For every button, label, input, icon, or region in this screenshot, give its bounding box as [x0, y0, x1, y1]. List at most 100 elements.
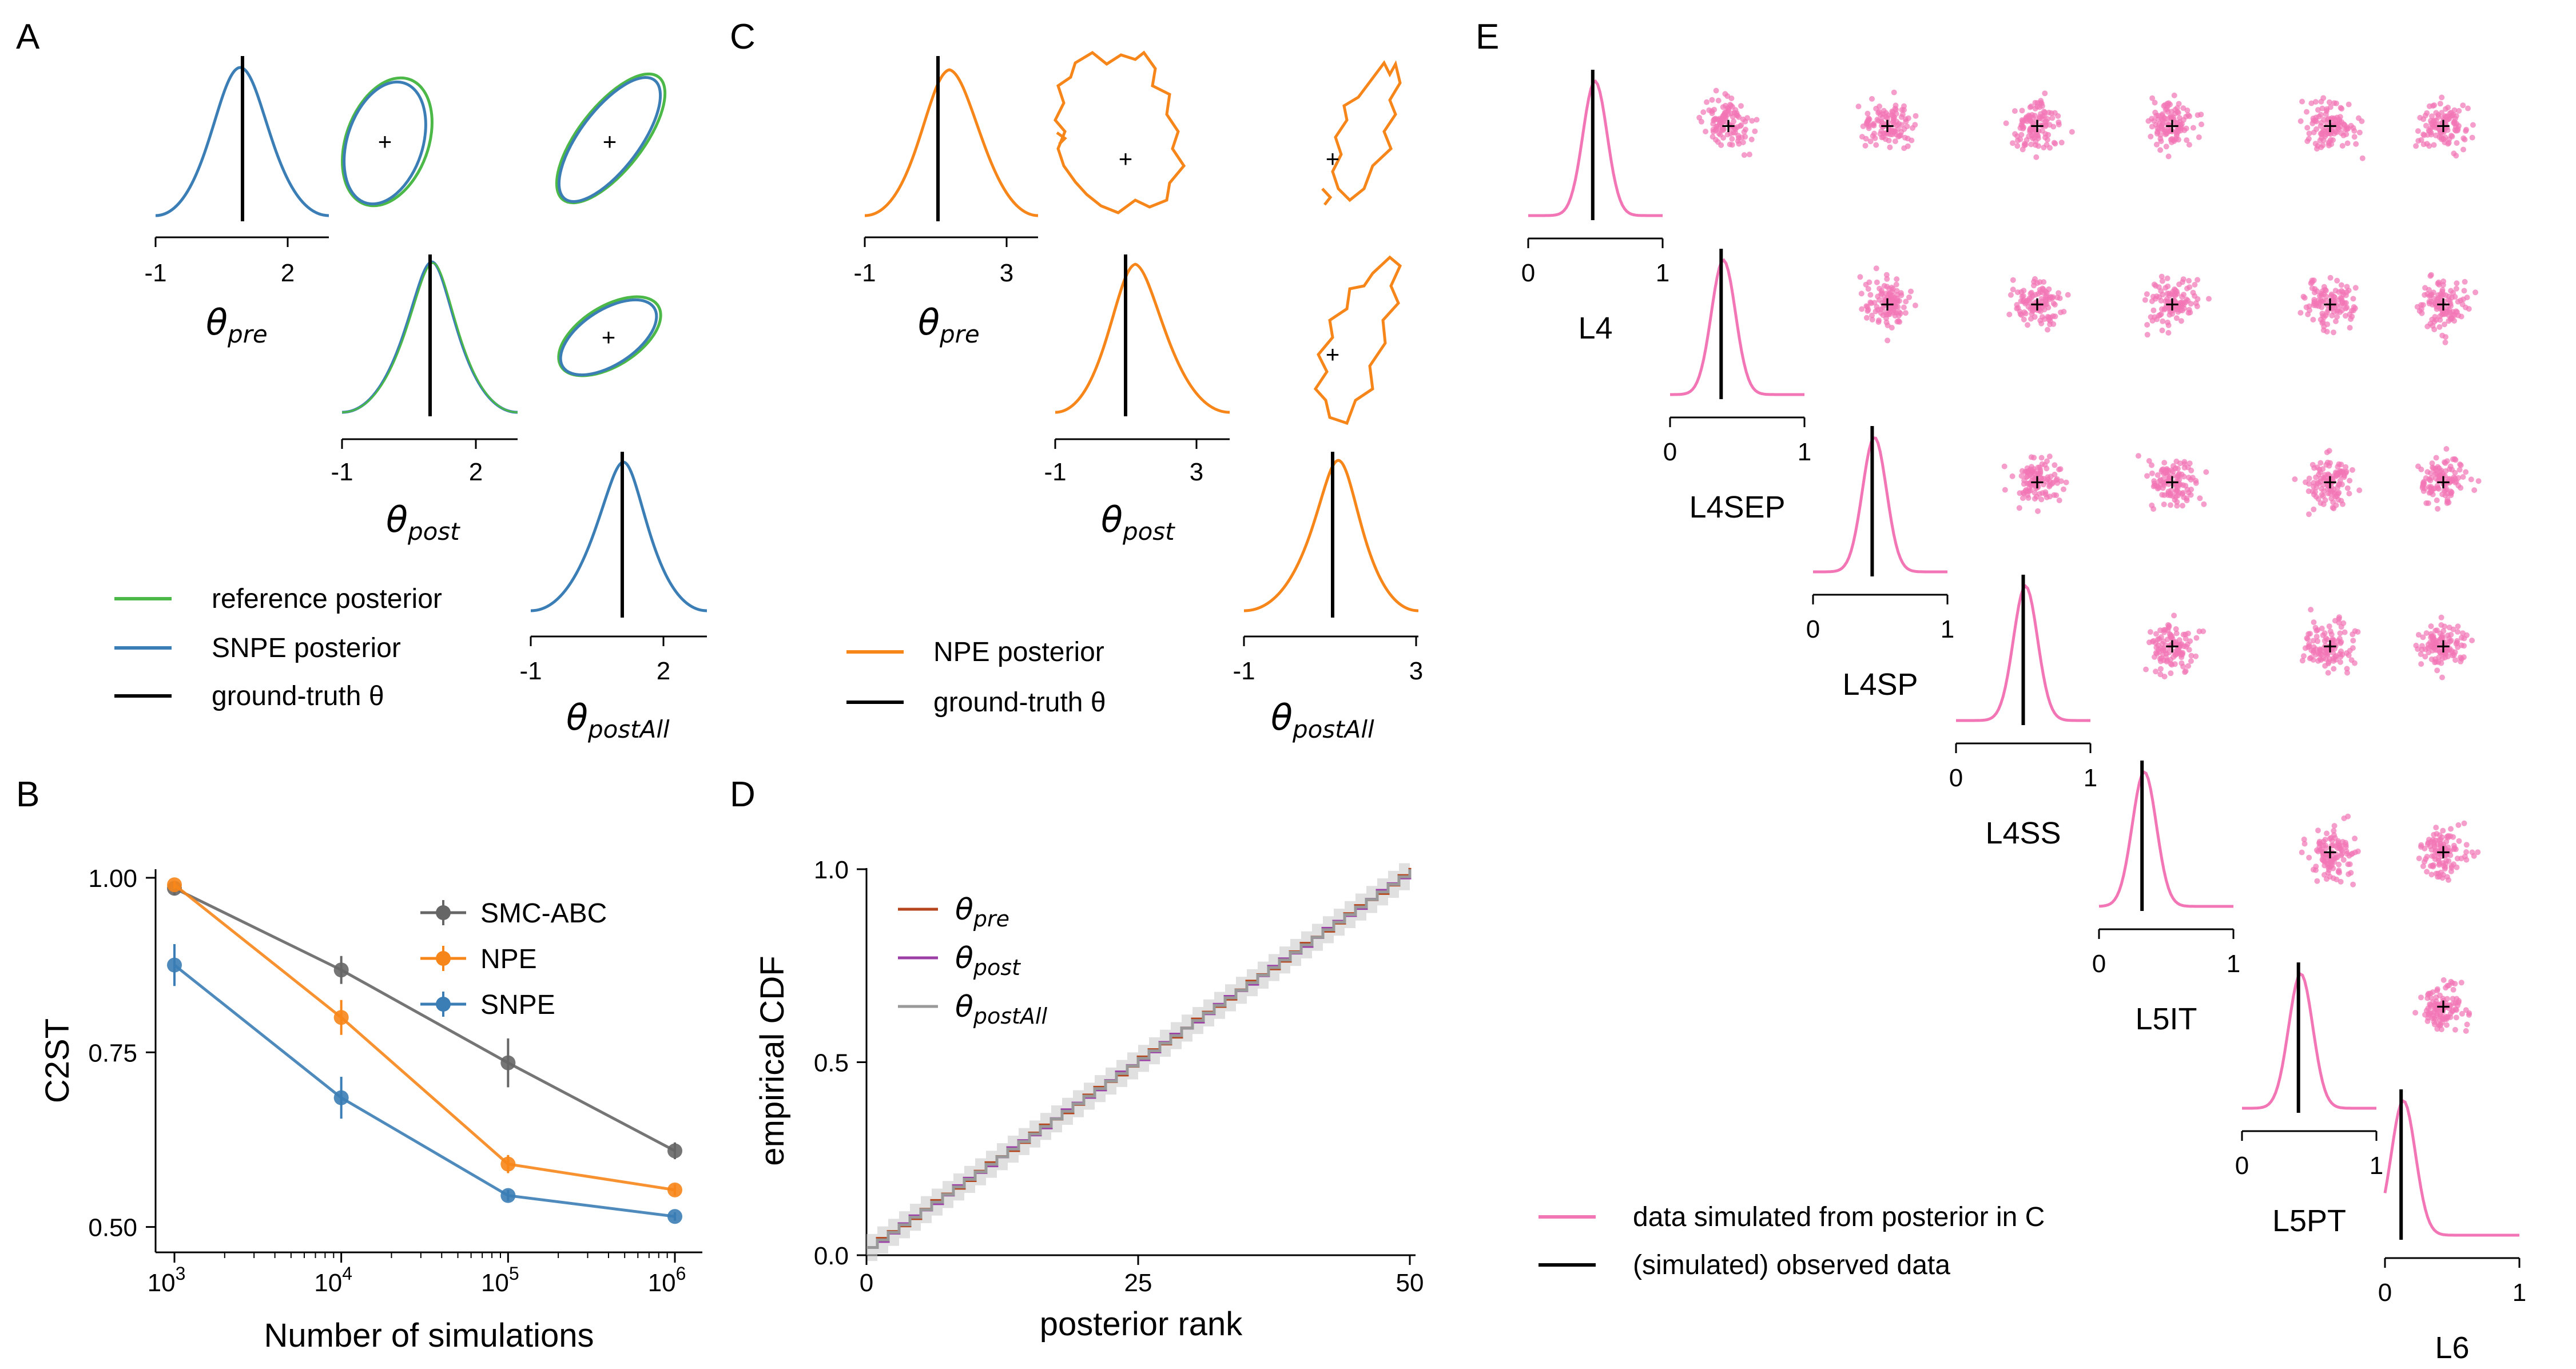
scatter-point	[1713, 124, 1719, 130]
panel-d: D 0.0 0.5 1.0 0 25 50 posterior rank empirica…	[730, 775, 1424, 1343]
axis-label-pre: θpre	[206, 301, 268, 348]
scatter-point	[2173, 315, 2180, 321]
scatter-point	[2434, 988, 2440, 994]
scatter-point	[1913, 113, 1919, 119]
scatter-point	[2443, 1022, 2450, 1028]
scatter-point	[2180, 276, 2187, 282]
observed-marker: +	[2323, 112, 2338, 140]
scatter-point	[2179, 641, 2185, 647]
scatter-point	[2147, 629, 2153, 635]
scatter-point	[2343, 470, 2349, 476]
scatter-point	[2464, 295, 2470, 301]
scatter-point	[2166, 306, 2173, 312]
scatter-point	[2331, 823, 2338, 829]
scatter-point	[2158, 655, 2164, 661]
panel-c-contour-pre-postall: +	[1321, 60, 1402, 206]
observed-marker: +	[2436, 290, 2451, 319]
scatter-point	[2352, 835, 2358, 842]
scatter-point	[2169, 291, 2175, 297]
scatter-point	[2438, 1026, 2444, 1033]
scatter-point	[1863, 281, 1869, 288]
scatter-point	[2165, 283, 2171, 289]
scatter-point	[1858, 290, 1865, 297]
scatter-point	[2439, 289, 2446, 295]
scatter-point	[2454, 309, 2460, 315]
scatter-point	[2455, 628, 2460, 635]
scatter-point	[2345, 861, 2351, 867]
scatter-point	[1905, 115, 1911, 121]
scatter-point	[2412, 1010, 2419, 1016]
scatter-point	[2440, 977, 2447, 983]
scatter-point	[1879, 120, 1886, 126]
scatter-point	[2328, 850, 2335, 857]
scatter-point	[2299, 849, 2305, 855]
reference-contour	[341, 76, 434, 208]
scatter-point	[2330, 479, 2336, 485]
scatter-point	[2154, 651, 2160, 657]
scatter-point	[2011, 108, 2018, 114]
scatter-point	[2159, 278, 2165, 284]
scatter-point	[2038, 455, 2045, 461]
observed-marker: +	[2165, 112, 2180, 140]
scatter-point	[2170, 472, 2176, 479]
scatter-point	[2037, 471, 2044, 477]
scatter-point	[2163, 144, 2169, 150]
scatter-point	[2200, 628, 2207, 634]
scatter-point	[2344, 140, 2351, 146]
scatter-point	[2033, 154, 2040, 160]
scatter-point	[2346, 491, 2352, 497]
scatter-point	[2444, 113, 2450, 120]
scatter-point	[2339, 143, 2346, 149]
scatter-point	[2336, 870, 2343, 875]
scatter-point	[2340, 857, 2347, 863]
scatter-point	[1874, 304, 1880, 310]
panel-c-contour-pre-post: +	[1054, 50, 1186, 214]
observed-marker: +	[2436, 468, 2451, 496]
scatter-point	[2446, 297, 2452, 303]
scatter-point	[2180, 663, 2187, 670]
scatter-point	[1876, 317, 1882, 324]
scatter-point	[2157, 132, 2164, 138]
scatter-point	[2418, 842, 2424, 848]
scatter-point	[2028, 289, 2034, 296]
data-point	[333, 1090, 349, 1105]
scatter-point	[2344, 304, 2350, 311]
x-tick-label: 50	[1396, 1269, 1424, 1297]
scatter-point	[2195, 112, 2201, 118]
scatter-point	[2475, 478, 2482, 484]
scatter-point	[1898, 292, 1905, 299]
scatter-point	[1855, 104, 1862, 110]
scatter-point	[2456, 467, 2463, 473]
axis-label-post: θpost	[1101, 499, 1175, 546]
axis-label-postall: θpostAll	[566, 697, 670, 743]
scatter-point	[2319, 105, 2325, 112]
scatter-point	[2036, 307, 2042, 313]
scatter-point	[2324, 329, 2330, 335]
tick-label: 1	[1656, 259, 1669, 287]
legend-label: SMC-ABC	[480, 898, 607, 929]
scatter-point	[2328, 293, 2335, 299]
scatter-point	[2451, 121, 2458, 127]
tick-label: 0	[1521, 259, 1535, 287]
scatter-point	[2324, 321, 2331, 328]
npe-contour-islet	[1321, 188, 1333, 206]
y-tick-label: 1.00	[88, 865, 137, 893]
scatter-point	[2325, 670, 2331, 676]
scatter-point	[1700, 109, 1707, 116]
scatter-point	[2144, 332, 2150, 338]
scatter-point	[2333, 318, 2339, 324]
truth-marker: +	[603, 128, 617, 155]
scatter-point	[2326, 623, 2332, 630]
scatter-point	[2026, 133, 2032, 140]
scatter-point	[2180, 300, 2186, 307]
scatter-cloud: +	[2413, 94, 2476, 159]
scatter-point	[2331, 329, 2336, 336]
scatter-point	[2042, 491, 2049, 498]
scatter-point	[2158, 311, 2164, 317]
scatter-point	[2327, 274, 2333, 281]
scatter-point	[2356, 129, 2363, 136]
scatter-point	[2043, 118, 2049, 125]
scatter-point	[2026, 295, 2033, 301]
scatter-point	[2323, 876, 2329, 882]
scatter-point	[1744, 115, 1750, 121]
